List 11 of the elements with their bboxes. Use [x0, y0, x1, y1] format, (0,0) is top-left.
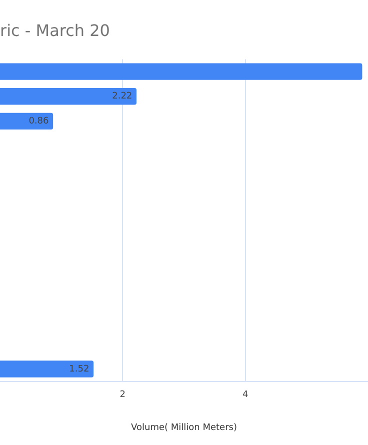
bar	[0, 63, 362, 80]
x-tick-label: 4	[242, 390, 248, 400]
x-axis-title: Volume( Million Meters)	[131, 422, 237, 433]
data-label: 2.22	[112, 92, 132, 102]
bar	[0, 112, 54, 130]
bar	[0, 88, 136, 105]
bar	[0, 360, 94, 378]
data-label: 1.52	[69, 364, 90, 374]
data-label: 0.86	[28, 116, 50, 127]
x-tick-label: 2	[120, 390, 126, 400]
chart-title: ric - March 20	[0, 20, 110, 40]
